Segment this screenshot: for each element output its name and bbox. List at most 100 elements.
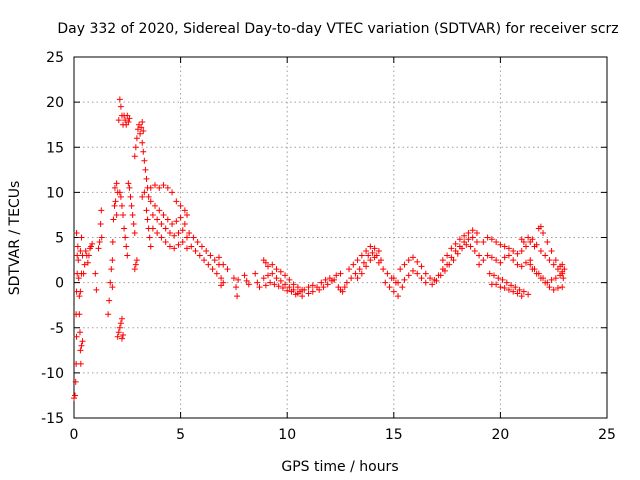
chart-title: Day 332 of 2020, Sidereal Day-to-day VTE… (57, 21, 618, 37)
data-point (118, 202, 125, 209)
data-point (74, 252, 81, 259)
data-point (179, 239, 186, 246)
data-point (139, 139, 146, 146)
data-point (160, 182, 167, 189)
data-point (177, 202, 184, 209)
data-point (533, 241, 540, 248)
data-point (397, 266, 404, 273)
data-point (113, 211, 120, 218)
data-point (277, 268, 284, 275)
data-point (262, 259, 269, 266)
data-point (76, 329, 83, 336)
x-axis-label: GPS time / hours (281, 459, 398, 475)
data-point (98, 234, 105, 241)
data-point (493, 281, 500, 288)
data-point (405, 257, 412, 264)
data-point (448, 245, 455, 252)
data-point (465, 236, 472, 243)
data-point (508, 282, 515, 289)
data-point (81, 261, 88, 268)
data-point (85, 252, 92, 259)
data-point (354, 275, 361, 282)
data-point (328, 277, 335, 284)
data-point (463, 241, 470, 248)
data-point (183, 245, 190, 252)
data-point (305, 290, 312, 297)
data-point (399, 284, 406, 291)
data-point (77, 360, 84, 367)
data-point (179, 227, 186, 234)
data-point (112, 198, 119, 205)
data-point (286, 284, 293, 291)
data-point (367, 257, 374, 264)
data-point (78, 342, 85, 349)
data-point (96, 239, 103, 246)
data-point (518, 293, 525, 300)
x-tick-label: 0 (70, 427, 79, 443)
data-point (115, 329, 122, 336)
data-point (141, 157, 148, 164)
data-point (375, 259, 382, 266)
data-point (531, 266, 538, 273)
data-point (181, 220, 188, 227)
data-point (233, 284, 240, 291)
y-tick-label: 0 (55, 276, 64, 292)
data-point (294, 284, 301, 291)
data-point (243, 277, 250, 284)
data-point (275, 283, 282, 290)
data-point (158, 220, 165, 227)
data-point (117, 103, 124, 110)
grid-lines (74, 57, 607, 418)
data-point (510, 257, 517, 264)
data-point (501, 285, 508, 292)
data-point (544, 279, 551, 286)
data-point (142, 166, 149, 173)
data-point (554, 285, 561, 292)
data-point (215, 254, 222, 261)
data-point (535, 270, 542, 277)
data-point (429, 281, 436, 288)
data-point (122, 234, 129, 241)
data-point (560, 275, 567, 282)
data-point (146, 234, 153, 241)
data-point (93, 286, 100, 293)
data-point (480, 239, 487, 246)
data-point (218, 275, 225, 282)
data-point (514, 250, 521, 257)
data-point (73, 333, 80, 340)
data-point (241, 272, 248, 279)
data-point (409, 254, 416, 261)
data-point (371, 254, 378, 261)
x-tick-label: 20 (491, 427, 509, 443)
data-point (98, 207, 105, 214)
data-point (121, 225, 128, 232)
y-tick-label: -5 (50, 321, 64, 337)
data-point (126, 184, 133, 191)
data-point (175, 229, 182, 236)
data-point (213, 270, 220, 277)
data-point (201, 257, 208, 264)
data-point (117, 193, 124, 200)
data-point (510, 248, 517, 255)
data-point (544, 239, 551, 246)
data-point (552, 275, 559, 282)
data-point (262, 282, 269, 289)
data-point (130, 220, 137, 227)
x-tick-labels: 0 5 10 15 20 25 (70, 427, 616, 443)
data-point (476, 252, 483, 259)
data-point (395, 293, 402, 300)
data-point (537, 248, 544, 255)
data-point (501, 254, 508, 261)
data-point (220, 261, 227, 268)
y-tick-label: -10 (41, 366, 64, 382)
data-point (427, 275, 434, 282)
data-point (525, 234, 532, 241)
data-point (484, 234, 491, 241)
data-point (495, 275, 502, 282)
data-point (550, 261, 557, 268)
data-point (116, 96, 123, 103)
data-point (441, 267, 448, 274)
data-point (132, 144, 139, 151)
data-point (316, 286, 323, 293)
